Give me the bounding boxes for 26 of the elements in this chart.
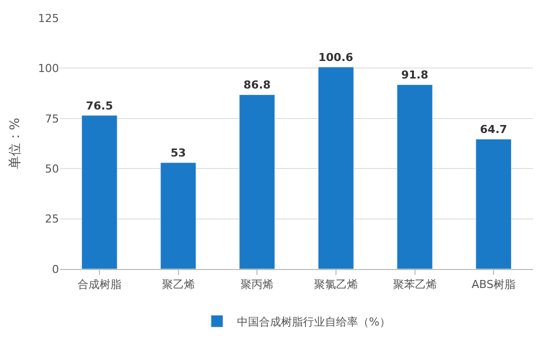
y-tick-label: 100 bbox=[38, 62, 59, 76]
legend-label: 中国合成树脂行业自给率（%） bbox=[237, 315, 390, 328]
x-tick-label: 聚苯乙烯 bbox=[392, 278, 437, 292]
y-axis-title: 单位：% bbox=[8, 118, 23, 170]
data-label: 91.8 bbox=[401, 68, 428, 82]
x-tick-label: ABS树脂 bbox=[472, 278, 516, 292]
y-tick-label: 50 bbox=[45, 162, 59, 176]
x-tick-label: 聚氯乙烯 bbox=[314, 278, 358, 292]
bar bbox=[476, 138, 512, 269]
y-tick-label: 0 bbox=[52, 262, 59, 276]
bar bbox=[81, 115, 118, 269]
y-tick-label: 75 bbox=[45, 112, 59, 126]
x-tick-label: 聚乙烯 bbox=[162, 278, 195, 292]
y-tick-label: 125 bbox=[38, 12, 59, 25]
y-tick-label: 25 bbox=[45, 212, 59, 226]
bar bbox=[318, 66, 354, 269]
bar bbox=[396, 84, 433, 269]
data-label: 53 bbox=[170, 146, 186, 160]
data-label: 76.5 bbox=[86, 99, 113, 112]
x-tick-label: 合成树脂 bbox=[77, 278, 122, 292]
bar bbox=[160, 162, 196, 269]
data-label: 86.8 bbox=[244, 78, 271, 92]
bar bbox=[239, 94, 276, 269]
data-label: 100.6 bbox=[318, 51, 354, 64]
x-tick-label: 聚丙烯 bbox=[240, 278, 274, 292]
data-label: 64.7 bbox=[480, 123, 508, 136]
